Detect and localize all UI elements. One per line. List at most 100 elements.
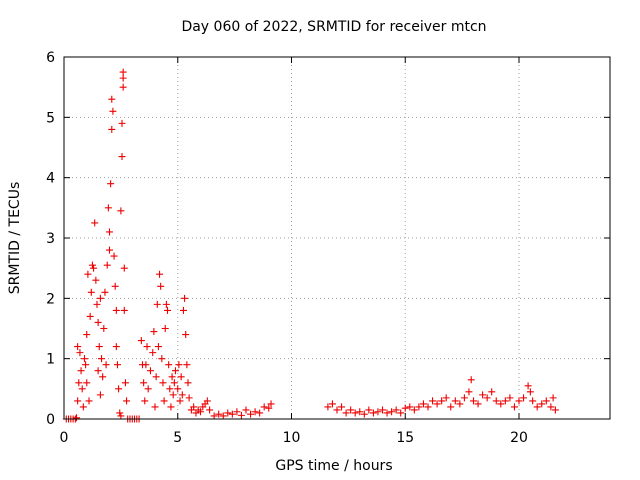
data-point bbox=[424, 403, 432, 411]
data-point bbox=[447, 403, 455, 411]
y-tick-label: 5 bbox=[46, 110, 55, 126]
data-point bbox=[123, 397, 131, 405]
data-point bbox=[88, 261, 96, 269]
data-point bbox=[333, 406, 341, 414]
data-point bbox=[538, 400, 546, 408]
data-point bbox=[203, 397, 211, 405]
data-point bbox=[107, 180, 115, 188]
y-tick-label: 1 bbox=[46, 352, 55, 368]
data-point bbox=[84, 270, 92, 278]
data-point bbox=[154, 343, 162, 351]
data-point bbox=[112, 306, 120, 314]
data-point bbox=[168, 373, 176, 381]
data-point bbox=[410, 406, 418, 414]
data-point bbox=[406, 403, 414, 411]
data-point bbox=[169, 391, 177, 399]
data-point bbox=[121, 379, 129, 387]
grid-lines bbox=[64, 57, 610, 419]
data-point bbox=[165, 361, 173, 369]
data-point bbox=[141, 397, 149, 405]
data-point bbox=[474, 400, 482, 408]
data-point bbox=[142, 361, 150, 369]
data-point bbox=[116, 409, 124, 417]
data-point bbox=[76, 349, 84, 357]
data-point bbox=[224, 409, 232, 417]
chart-title: Day 060 of 2022, SRMTID for receiver mtc… bbox=[181, 19, 486, 35]
data-point bbox=[120, 306, 128, 314]
data-point bbox=[75, 379, 83, 387]
data-point bbox=[109, 107, 117, 115]
y-axis-label: SRMTID / TECUs bbox=[7, 182, 23, 295]
data-point bbox=[456, 400, 464, 408]
data-point bbox=[526, 388, 534, 396]
data-points bbox=[62, 68, 559, 423]
data-point bbox=[492, 397, 500, 405]
data-point bbox=[106, 228, 113, 236]
data-point bbox=[181, 294, 189, 302]
data-point bbox=[156, 270, 164, 278]
data-point bbox=[379, 406, 386, 414]
data-point bbox=[197, 408, 204, 416]
x-tick-label: 20 bbox=[510, 430, 528, 446]
data-point bbox=[98, 355, 106, 363]
data-point bbox=[524, 382, 532, 390]
data-point bbox=[113, 361, 121, 369]
data-point bbox=[96, 294, 104, 302]
data-point bbox=[118, 153, 126, 161]
data-point bbox=[102, 361, 110, 369]
data-point bbox=[251, 408, 259, 416]
data-point bbox=[429, 397, 437, 405]
data-point bbox=[175, 361, 183, 369]
data-point bbox=[529, 397, 537, 405]
data-point bbox=[515, 397, 523, 405]
data-point bbox=[360, 410, 368, 418]
data-point bbox=[401, 404, 409, 412]
data-point bbox=[365, 406, 373, 414]
data-point bbox=[265, 404, 273, 412]
data-point bbox=[96, 391, 104, 399]
data-point bbox=[162, 300, 170, 308]
data-point bbox=[470, 397, 477, 405]
data-point bbox=[117, 412, 125, 420]
data-point bbox=[174, 385, 182, 393]
data-point bbox=[100, 325, 108, 332]
data-point bbox=[176, 397, 184, 405]
data-point bbox=[542, 397, 550, 405]
data-point bbox=[108, 95, 116, 103]
data-point bbox=[233, 408, 241, 416]
data-point bbox=[256, 409, 264, 417]
data-point bbox=[94, 318, 102, 326]
data-point bbox=[178, 391, 186, 399]
data-point bbox=[183, 361, 191, 369]
data-point bbox=[159, 379, 167, 387]
data-point bbox=[120, 264, 128, 272]
y-tick-label: 6 bbox=[46, 50, 55, 66]
data-point bbox=[179, 306, 187, 314]
data-point bbox=[103, 261, 111, 269]
data-point bbox=[171, 367, 179, 375]
data-point bbox=[79, 403, 87, 411]
data-point bbox=[143, 343, 151, 351]
data-point bbox=[182, 331, 190, 339]
data-point bbox=[160, 397, 168, 405]
data-point bbox=[111, 282, 119, 290]
data-point bbox=[184, 379, 192, 387]
plot-frame bbox=[63, 56, 611, 420]
y-tick-label: 4 bbox=[46, 171, 55, 187]
data-point bbox=[74, 343, 82, 351]
data-point bbox=[347, 406, 355, 414]
data-point bbox=[210, 412, 218, 420]
y-tick-label: 2 bbox=[46, 291, 55, 307]
data-point bbox=[144, 385, 152, 393]
data-point bbox=[108, 125, 116, 133]
data-point bbox=[77, 367, 85, 375]
data-point bbox=[190, 403, 198, 411]
data-point bbox=[74, 397, 82, 405]
data-point bbox=[415, 403, 423, 411]
data-point bbox=[151, 403, 159, 411]
data-point bbox=[73, 414, 81, 422]
data-point bbox=[166, 385, 174, 393]
data-point bbox=[90, 264, 98, 272]
x-tick-label: 5 bbox=[173, 430, 182, 446]
data-point bbox=[383, 409, 391, 417]
